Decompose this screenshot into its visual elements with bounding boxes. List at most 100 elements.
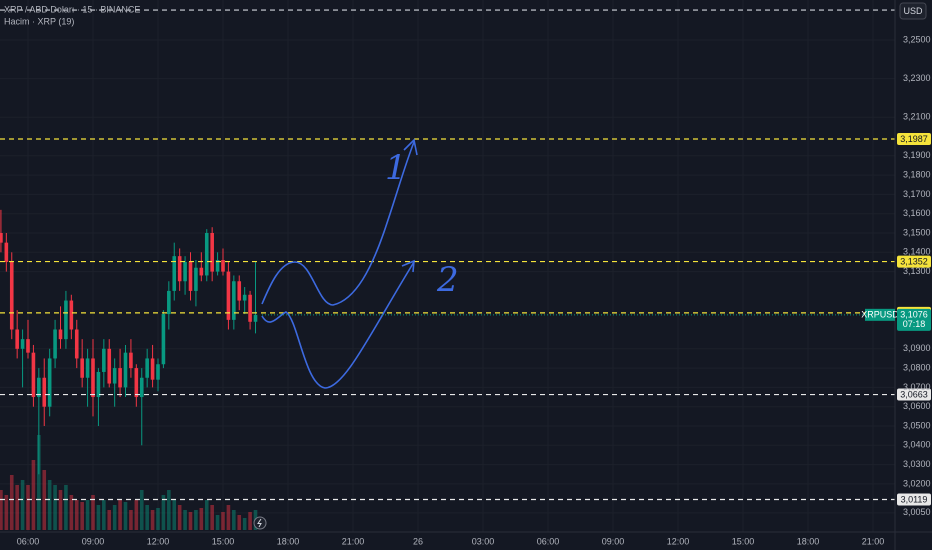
candle-body (210, 233, 214, 272)
candle-body (42, 377, 47, 407)
candles (0, 209, 258, 475)
x-tick-label: 18:00 (797, 536, 820, 546)
candle-body (134, 368, 139, 398)
volume-bar (221, 512, 225, 530)
x-tick-label: 03:00 (472, 536, 495, 546)
candle-body (102, 348, 106, 372)
candle-body (242, 294, 247, 301)
candle-body (58, 329, 63, 340)
volume-bar (172, 500, 177, 530)
volume-bar (134, 500, 139, 530)
candle-body (194, 267, 198, 291)
chart-title: XRP / ABD Doları · 15 · BINANCE (4, 4, 140, 14)
y-tick-label: 3,0900 (903, 343, 931, 353)
x-tick-label: 21:00 (342, 536, 365, 546)
volume-bar (199, 508, 204, 530)
volume-bar (96, 505, 101, 530)
candle-body (139, 377, 144, 398)
volume-bar (85, 500, 90, 530)
y-tick-label: 3,1500 (903, 227, 931, 237)
candle-body (172, 256, 177, 291)
candle-body (253, 314, 258, 322)
y-tick-label: 3,1400 (903, 247, 931, 257)
y-tick-label: 3,0400 (903, 440, 931, 450)
volume-pane (0, 435, 258, 530)
y-tick-label: 3,0600 (903, 401, 931, 411)
volume-bar (74, 500, 79, 530)
candle-body (167, 290, 171, 315)
y-tick-label: 3,0200 (903, 478, 931, 488)
x-tick-label: 12:00 (147, 536, 170, 546)
level-badge (897, 493, 931, 506)
candle-body (15, 329, 19, 349)
candle-body (85, 358, 90, 378)
level-label: 3,1352 (900, 256, 928, 266)
symbol-label: XRPUSD (861, 310, 899, 320)
candle-body (204, 233, 209, 276)
candle-body (188, 261, 193, 291)
level-badge (897, 133, 931, 146)
candle-body (123, 352, 128, 388)
candle-body (74, 329, 79, 359)
volume-bar (53, 485, 57, 530)
volume-bar (215, 515, 220, 530)
volume-bar (9, 475, 14, 530)
annotation: 2 (436, 260, 459, 300)
drawing-arrow (401, 259, 415, 273)
volume-bar (15, 485, 19, 530)
volume-bar (102, 500, 106, 530)
candle-body (221, 260, 225, 272)
volume-bar (156, 508, 160, 530)
candle-body (69, 300, 74, 330)
level-label: 3,0663 (900, 389, 928, 399)
event-icon-glyph (257, 518, 262, 528)
candle-body (156, 364, 160, 380)
volume-bar (118, 500, 122, 530)
candle-body (161, 314, 166, 365)
symbol-tag (865, 308, 895, 321)
volume-bar (47, 480, 52, 530)
candle-body (80, 358, 84, 378)
x-tick-label: 21:00 (862, 536, 885, 546)
y-tick-label: 3,0700 (903, 382, 931, 392)
y-tick-label: 3,2300 (903, 73, 931, 83)
volume-bar (248, 512, 252, 530)
volume-bar (129, 510, 133, 530)
volume-bar (226, 505, 231, 530)
x-tick-label: 18:00 (277, 536, 300, 546)
volume-bar (161, 495, 166, 530)
candle-body (183, 261, 187, 282)
volume-bar (0, 490, 3, 530)
y-tick-label: 3,1600 (903, 208, 931, 218)
y-tick-label: 3,1900 (903, 150, 931, 160)
candle-body (112, 368, 117, 384)
level-label: 3,1987 (900, 134, 928, 144)
level-badge (897, 388, 931, 401)
candle-body (64, 300, 68, 340)
x-tick-label: 06:00 (537, 536, 560, 546)
volume-bar (58, 490, 63, 530)
y-tick-label: 3,1800 (903, 169, 931, 179)
candle-body (215, 260, 220, 272)
volume-bar (64, 485, 68, 530)
volume-bar (167, 490, 171, 530)
candle-body (31, 352, 36, 398)
volume-bar (42, 470, 47, 530)
candle-body (20, 339, 25, 349)
currency-button[interactable] (899, 2, 927, 20)
candle-body (118, 368, 122, 388)
candle-body (199, 267, 204, 276)
volume-bar (31, 460, 36, 530)
volume-bar (177, 505, 182, 530)
candle-body (248, 294, 252, 322)
candle-body (53, 329, 57, 359)
candle-body (177, 256, 182, 282)
currency-label[interactable]: USD (903, 6, 923, 16)
y-tick-label: 3,1300 (903, 266, 931, 276)
annotation: 1 (385, 148, 407, 188)
volume-bar (80, 502, 84, 530)
candle-body (0, 233, 3, 243)
candle-body (150, 358, 155, 380)
candle-body (145, 358, 149, 378)
